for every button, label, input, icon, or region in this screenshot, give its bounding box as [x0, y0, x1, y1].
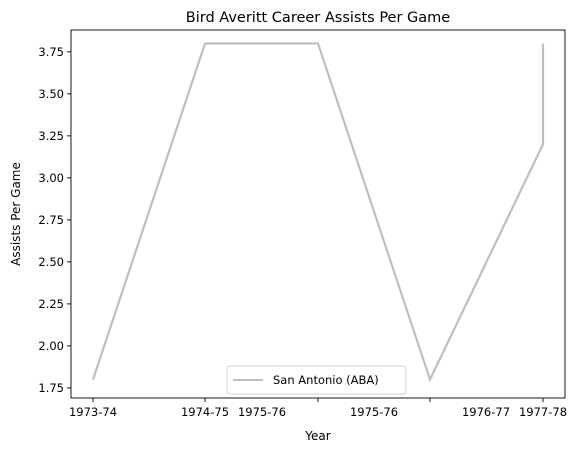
y-tick-label: 2.25	[38, 297, 64, 311]
y-tick-label: 2.00	[38, 339, 64, 353]
y-tick-label: 3.75	[38, 45, 64, 59]
legend: San Antonio (ABA)	[226, 365, 407, 395]
y-tick-label: 2.50	[38, 255, 64, 269]
chart-title: Bird Averitt Career Assists Per Game	[186, 10, 451, 26]
x-tick-label: 1977-78	[519, 405, 567, 419]
y-axis: 1.75 2.00 2.25 2.50 2.75 3.00 3.25 3.50 3.75	[38, 45, 71, 395]
x-axis: 1973-74 1974-75 1975-76 1975-76 1976-77 1977-…	[69, 398, 567, 419]
plot-area	[91, 42, 545, 383]
y-tick-label: 3.50	[38, 87, 64, 101]
y-tick-label: 2.75	[38, 213, 64, 227]
x-tick-label: 1974-75	[181, 405, 229, 419]
x-axis-label: Year	[304, 429, 330, 443]
y-tick-label: 1.75	[38, 381, 64, 395]
plot-frame	[70, 29, 566, 399]
x-tick-label: 1973-74	[69, 405, 117, 419]
x-tick-label: 1976-77	[462, 405, 510, 419]
series-line	[91, 42, 545, 383]
y-tick-label: 3.25	[38, 129, 64, 143]
legend-label: San Antonio (ABA)	[273, 373, 379, 387]
legend-box	[226, 365, 407, 395]
x-tick-label: 1975-76	[238, 405, 286, 419]
y-tick-label: 3.00	[38, 171, 64, 185]
x-tick-label: 1975-76	[350, 405, 398, 419]
y-axis-label: Assists Per Game	[9, 162, 23, 266]
